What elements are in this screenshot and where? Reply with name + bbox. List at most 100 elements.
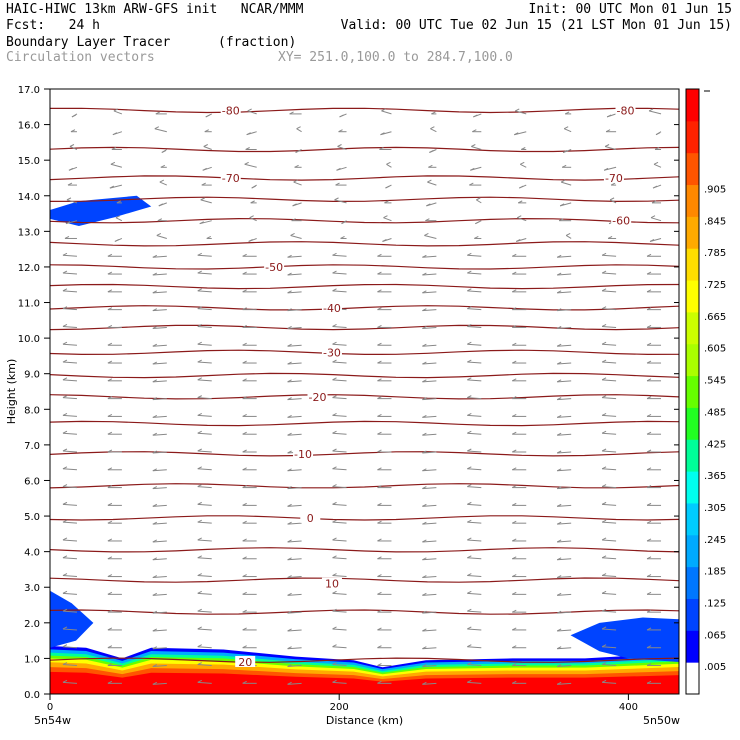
wind-vector-head — [242, 342, 247, 346]
wind-vector-shaft — [247, 110, 257, 115]
wind-vector — [197, 662, 212, 667]
wind-vector — [646, 342, 662, 346]
wind-vector-shaft — [557, 504, 572, 507]
wind-vector — [203, 144, 212, 150]
wind-vector-shaft — [557, 398, 572, 401]
wind-vector-head — [242, 627, 247, 631]
wind-vector-head — [197, 466, 202, 470]
wind-vector — [113, 108, 123, 115]
wind-vector — [377, 574, 392, 578]
wind-vector — [62, 359, 77, 364]
wind-vector — [563, 126, 572, 133]
wind-vector — [377, 502, 392, 506]
wind-vector-shaft — [602, 521, 617, 524]
wind-vector-head — [646, 396, 652, 400]
wind-vector-head — [152, 468, 158, 472]
contour-label-bg — [220, 104, 241, 116]
wind-vector — [197, 537, 212, 542]
wind-vector — [646, 467, 662, 471]
wind-vector-head — [377, 271, 382, 275]
wind-vector-shaft — [557, 291, 572, 294]
y-tick-label: 0.0 — [24, 690, 40, 701]
wind-vector-head — [467, 679, 472, 683]
wind-vector — [155, 111, 167, 115]
wind-vector-head — [422, 343, 427, 347]
wind-vector-head — [467, 323, 472, 327]
wind-vector-head — [422, 325, 427, 329]
wind-vector-head — [291, 218, 296, 222]
wind-vector — [610, 182, 617, 186]
wind-vector — [377, 680, 392, 684]
wind-vector-head — [242, 609, 247, 613]
wind-vector-shaft — [287, 593, 302, 596]
wind-vector — [157, 218, 167, 222]
wind-vector-head — [287, 486, 292, 490]
wind-vector — [294, 164, 302, 168]
contour-label: -10 — [294, 448, 312, 461]
wind-vector-head — [377, 645, 382, 649]
wind-vector-head — [242, 449, 247, 453]
wind-vector — [287, 272, 302, 276]
wind-vector — [521, 147, 527, 150]
wind-vector-head — [646, 627, 652, 631]
wind-vector — [377, 485, 392, 489]
wind-vector-head — [66, 197, 72, 201]
wind-vector-head — [67, 182, 73, 186]
wind-vector-head — [152, 575, 158, 579]
wind-vector-head — [556, 486, 562, 490]
wind-vector — [62, 377, 77, 382]
wind-vector-shaft — [557, 576, 572, 579]
wind-vector-head — [115, 215, 121, 219]
wind-vector-shaft — [332, 414, 347, 417]
wind-vector-head — [516, 239, 521, 242]
wind-vector — [71, 113, 78, 118]
wind-vector-head — [381, 108, 386, 112]
wind-vector — [287, 610, 302, 614]
wind-vector-shaft — [383, 217, 392, 222]
wind-vector-head — [646, 502, 652, 506]
wind-vector-head — [377, 627, 382, 631]
wind-vector-head — [646, 431, 652, 435]
wind-vector-shaft — [422, 593, 437, 596]
wind-vector — [242, 645, 257, 649]
wind-vector-head — [160, 164, 166, 168]
wind-vector-head — [332, 537, 337, 541]
wind-vector-head — [152, 521, 158, 525]
wind-vector — [242, 609, 257, 613]
wind-vector-shaft — [62, 503, 77, 506]
wind-vector-shaft — [152, 665, 167, 668]
wind-vector-head — [70, 129, 76, 133]
wind-vector-head — [242, 645, 247, 649]
wind-vector — [556, 450, 572, 454]
wind-vector-head — [107, 556, 113, 560]
wind-vector-shaft — [557, 326, 572, 329]
wind-vector-shaft — [422, 273, 437, 276]
wind-vector-head — [377, 324, 382, 328]
wind-vector-head — [515, 108, 520, 112]
wind-vector — [512, 396, 527, 400]
wind-vector — [467, 519, 482, 524]
wind-vector-head — [69, 144, 75, 147]
wind-vector-head — [204, 129, 209, 133]
header-forecast-hour: Fcst: 24 h — [6, 18, 100, 33]
wind-vector — [242, 556, 257, 560]
wind-vector — [107, 663, 122, 667]
wind-vector-head — [556, 397, 562, 401]
wind-vector-head — [335, 182, 340, 186]
wind-vector-head — [467, 252, 472, 256]
y-tick-label: 15.0 — [18, 156, 40, 167]
wind-vector-head — [287, 664, 292, 667]
wind-vector — [422, 290, 437, 294]
wind-vector — [332, 377, 347, 382]
wind-vector — [556, 628, 572, 632]
wind-vector-shaft — [69, 146, 78, 150]
colorbar-swatch — [686, 598, 699, 631]
wind-vector-shaft — [467, 468, 482, 471]
wind-vector-head — [512, 663, 517, 666]
wind-vector — [152, 539, 167, 543]
wind-vector-shaft — [422, 291, 437, 294]
wind-vector — [646, 502, 662, 506]
wind-vector — [431, 111, 437, 115]
wind-vector-shaft — [62, 308, 77, 311]
wind-vector — [242, 574, 257, 578]
